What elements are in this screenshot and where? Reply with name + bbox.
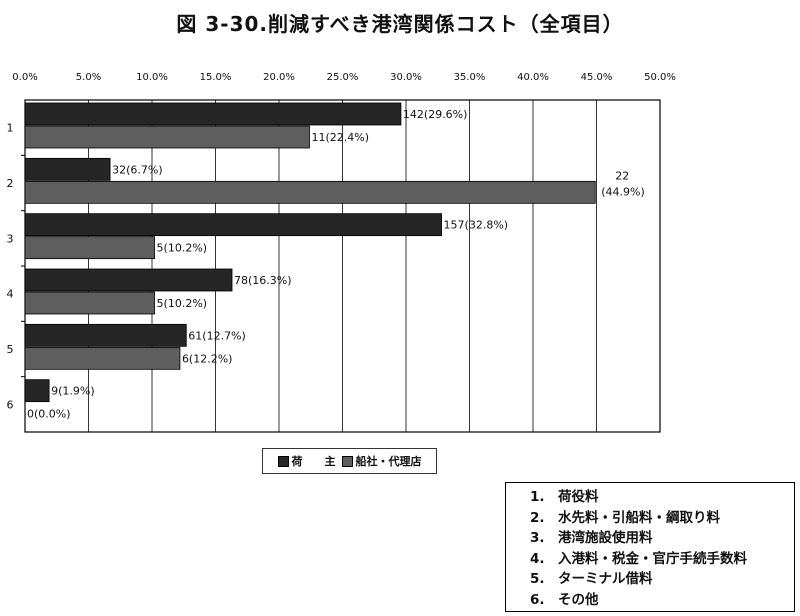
data-label: 22 (44.9%) [601,169,645,198]
bar-agent [24,236,155,260]
data-label: 32(6.7%) [112,163,163,176]
data-label: 9(1.9%) [51,385,95,398]
bar-shipper [24,213,442,237]
bar-chart: 0.0% 5.0% 10.0% 15.0% 20.0% 25.0% 30.0% 35.0% 40… [7,72,676,433]
chart-legend: 荷 主 船社・代理店 [262,448,437,474]
category-key-item: 6. その他 [530,591,599,608]
category-label: 3 [7,232,14,245]
x-tick-label: 25.0% [327,72,359,83]
legend-item-agent: 船社・代理店 [341,453,422,469]
bar-shipper [24,268,233,292]
category-label: 5 [7,343,14,356]
bar-shipper [24,102,402,126]
bar-shipper [24,379,50,403]
legend-item-shipper: 荷 主 [277,453,336,469]
bar-agent [24,291,155,315]
category-label: 2 [7,177,14,190]
category-label: 4 [7,288,14,301]
x-tick-label: 0.0% [12,72,37,83]
legend-swatch-agent [341,455,353,467]
x-tick-label: 40.0% [517,72,549,83]
x-tick-label: 45.0% [581,72,613,83]
data-label: 5(10.2%) [157,242,208,255]
data-label: 157(32.8%) [444,219,509,232]
x-tick-label: 5.0% [76,72,101,83]
data-label: 11(22.4%) [311,131,369,144]
bar-shipper [24,157,111,181]
x-tick-label: 20.0% [263,72,295,83]
bar-agent [24,180,596,204]
data-label: 142(29.6%) [403,108,468,121]
x-tick-label: 10.0% [136,72,168,83]
category-key-item: 3. 港湾施設使用料 [530,530,653,546]
category-key-item: 2. 水先料・引船料・綱取り料 [530,509,721,526]
x-tick-label: 15.0% [200,72,232,83]
data-label: 5(10.2%) [157,297,208,310]
x-tick-label: 30.0% [390,72,422,83]
x-tick-label: 35.0% [454,72,486,83]
category-label: 6 [7,398,14,411]
category-key-box: 1. 荷役料 2. 水先料・引船料・綱取り料 3. 港湾施設使用料 4. 入港料… [505,482,795,612]
data-label: 61(12.7%) [188,329,246,342]
category-key-item: 4. 入港料・税金・官庁手続手数料 [530,550,748,567]
category-key-item: 5. ターミナル借料 [530,571,653,587]
bar-agent [24,125,310,149]
category-key-item: 1. 荷役料 [530,489,599,505]
data-label: 0(0.0%) [27,408,71,421]
bar-shipper [24,323,187,347]
x-tick-label: 50.0% [644,72,676,83]
legend-label-agent: 船社・代理店 [355,455,422,468]
data-label: 6(12.2%) [182,352,233,365]
chart-title: 図 3-30.削減すべき港湾関係コスト（全項目） [176,12,624,36]
data-label: 78(16.3%) [234,274,292,287]
legend-label-shipper: 荷 主 [291,455,336,468]
legend-swatch-shipper [277,455,289,467]
bar-agent [24,346,181,370]
category-label: 1 [7,122,14,135]
